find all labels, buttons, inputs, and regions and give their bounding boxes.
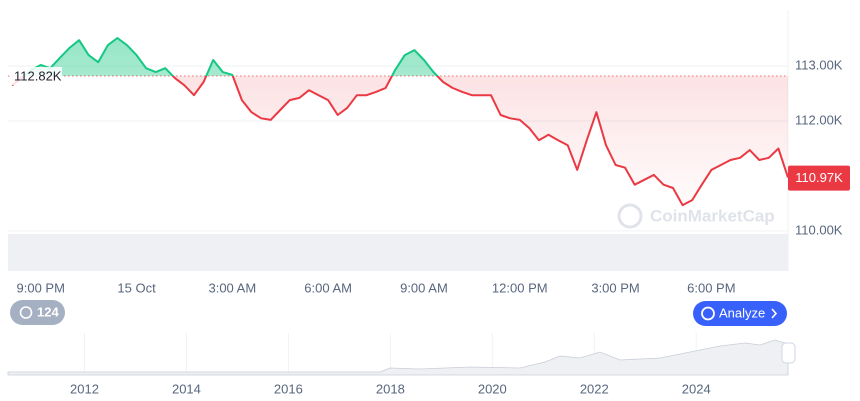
x-tick-label: 15 Oct (117, 280, 156, 295)
badge-button[interactable]: 124 (10, 300, 65, 325)
navigator-handle[interactable] (781, 342, 796, 364)
x-tick-label: 9:00 PM (17, 280, 65, 295)
x-tick-label: 6:00 AM (304, 280, 352, 295)
volume-strip (8, 234, 788, 271)
baseline-label-bg (10, 66, 62, 85)
x-tick-label: 3:00 AM (208, 280, 256, 295)
navigator-tick-label: 2022 (580, 381, 609, 396)
navigator-area (7, 339, 789, 376)
x-tick-label: 6:00 PM (687, 280, 735, 295)
watermark-logo (617, 203, 643, 229)
badge-count: 124 (37, 304, 59, 319)
x-tick-label: 9:00 AM (400, 280, 448, 295)
badge-bg (10, 300, 65, 325)
area-up (24, 38, 438, 76)
y-tick-label: 113.00K (795, 57, 843, 72)
analyze-label: Analyze (719, 305, 765, 320)
last-price-label: 110.97K (795, 170, 843, 185)
y-tick-label: 112.00K (795, 112, 843, 127)
history-icon (19, 306, 33, 319)
watermark-text: CoinMarketCap (650, 206, 775, 225)
plot-area: 110.00K 112.00K 113.00K 9:00 PM 15 Oct 3:00 A… (8, 10, 850, 295)
analyze-bg (693, 301, 787, 326)
navigator: 2012 2014 2016 2018 2020 2022 2024 (7, 333, 796, 396)
analyze-chevron (771, 308, 778, 319)
price-line-up (22, 37, 439, 76)
navigator-tick-label: 2024 (682, 381, 711, 396)
last-price-tag (788, 165, 850, 191)
price-line-down (11, 75, 789, 207)
watermark: CoinMarketCap (617, 203, 775, 229)
baseline-label: 112.82K (14, 68, 62, 83)
area-down (12, 75, 788, 206)
x-tick-label: 3:00 PM (591, 280, 639, 295)
y-tick-label: 110.00K (795, 222, 843, 237)
analyze-button[interactable]: Analyze (693, 301, 787, 326)
navigator-tick-label: 2016 (274, 381, 303, 396)
navigator-tick-label: 2012 (70, 381, 99, 396)
navigator-tick-label: 2018 (376, 381, 405, 396)
navigator-tick-label: 2020 (478, 381, 507, 396)
navigator-tick-label: 2014 (172, 381, 201, 396)
analyze-icon (701, 306, 715, 321)
x-tick-label: 12:00 PM (492, 280, 548, 295)
